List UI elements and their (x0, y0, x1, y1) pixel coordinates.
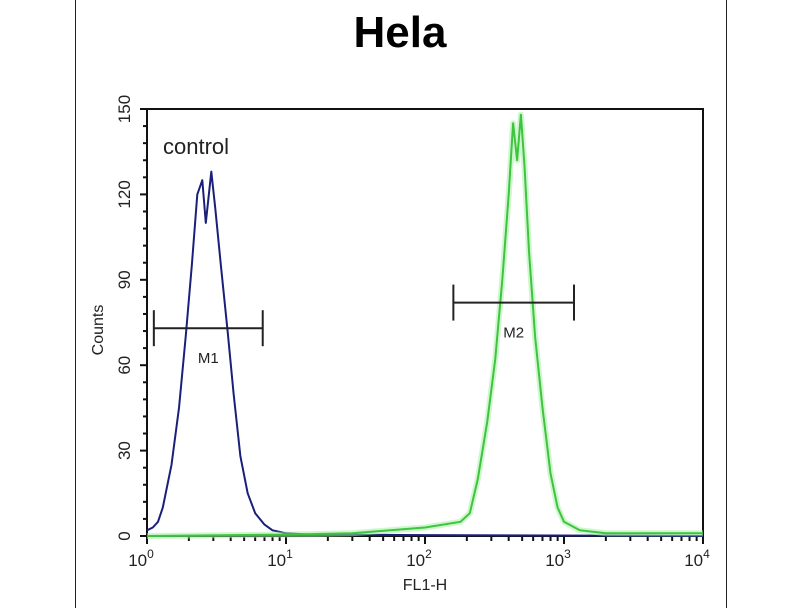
y-axis-label: Counts (90, 305, 107, 356)
x-axis-label: FL1-H (403, 577, 447, 594)
tick-base: 10 (267, 551, 286, 570)
y-tick-label: 120 (115, 180, 134, 208)
y-tick-label: 60 (115, 356, 134, 375)
annotation-control: control (163, 134, 229, 159)
tick-exponent: 4 (703, 547, 710, 561)
tick-base: 10 (128, 551, 147, 570)
tick-base: 10 (684, 551, 703, 570)
y-tick-label: 30 (115, 441, 134, 460)
tick-base: 10 (406, 551, 425, 570)
control-histogram-line (146, 170, 704, 537)
y-tick-label: 150 (115, 95, 134, 123)
x-tick-label: 100 (128, 547, 154, 570)
tick-base: 10 (545, 551, 564, 570)
x-tick-label: 101 (267, 547, 293, 570)
marker-label: M2 (503, 325, 524, 342)
marker-label: M1 (198, 350, 219, 367)
x-tick-label: 103 (545, 547, 571, 570)
image-frame (75, 0, 727, 608)
tick-exponent: 2 (425, 547, 432, 561)
tick-exponent: 0 (147, 547, 154, 561)
plot-area-border (146, 108, 704, 537)
tick-exponent: 3 (564, 547, 571, 561)
y-tick-label: 90 (115, 270, 134, 289)
series-glow (146, 111, 703, 539)
chart-title: Hela (353, 8, 447, 57)
sample-histogram-line (146, 113, 703, 537)
x-tick-label: 102 (406, 547, 432, 570)
tick-exponent: 1 (286, 547, 293, 561)
x-tick-label: 104 (684, 547, 710, 570)
y-tick-label: 0 (115, 531, 134, 540)
